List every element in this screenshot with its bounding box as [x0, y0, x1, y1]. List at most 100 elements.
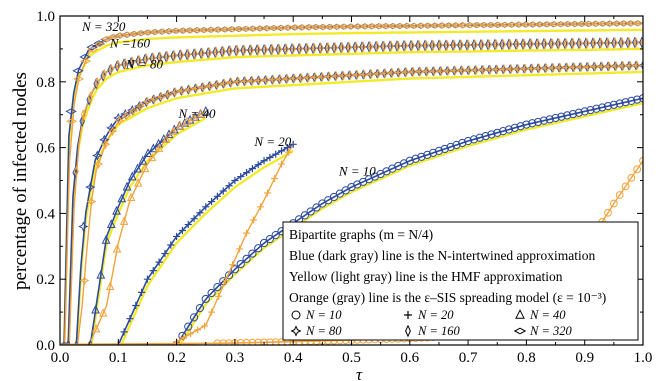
circle-marker [201, 294, 210, 304]
thin-diamond-marker [205, 46, 211, 59]
x-tick-label: 0.6 [400, 350, 419, 366]
thin-diamond-marker [128, 56, 134, 69]
thin-diamond-marker [240, 44, 246, 57]
circle-marker [638, 94, 643, 103]
star-marker [534, 63, 545, 74]
plus-marker [187, 330, 194, 338]
circle-marker [574, 108, 583, 117]
hmf-line [75, 70, 643, 345]
thin-diamond-marker [164, 50, 170, 63]
circle-marker [510, 123, 519, 132]
circle-marker [464, 136, 473, 146]
thin-diamond-marker [142, 53, 148, 66]
star-marker [170, 87, 181, 97]
star-marker [513, 63, 524, 74]
series-N80 [71, 60, 643, 345]
star-marker [331, 71, 342, 81]
star-marker [275, 74, 286, 85]
circle-marker [452, 140, 461, 150]
triangle-marker [105, 281, 115, 290]
thin-diamond-marker [101, 68, 107, 81]
thin-diamond-marker [527, 38, 533, 50]
thin-diamond-marker [450, 39, 456, 51]
circle-marker [633, 165, 642, 174]
star-marker [387, 67, 398, 78]
wide-diamond-marker [101, 36, 113, 42]
plus-marker [143, 275, 152, 283]
star-marker [233, 76, 244, 87]
curve-label: N = 20 [253, 134, 291, 149]
triangle-marker [138, 155, 148, 165]
circle-marker [516, 122, 525, 131]
thin-diamond-marker [626, 36, 632, 49]
thin-diamond-marker [163, 50, 169, 63]
plus-marker [266, 153, 274, 162]
curve-label: N =160 [109, 35, 151, 50]
plus-marker [190, 215, 198, 223]
thin-diamond-marker [472, 39, 478, 51]
plus-marker [231, 176, 239, 185]
triangle-marker [189, 112, 199, 122]
plus-marker [207, 197, 216, 206]
thin-diamond-marker [437, 39, 443, 51]
thin-diamond-marker [416, 39, 422, 52]
markers-N80 [71, 60, 643, 345]
circle-marker [627, 173, 636, 182]
thin-diamond-marker [591, 37, 597, 49]
star-marker [282, 73, 293, 84]
legend-marker-label: N = 40 [529, 308, 566, 322]
thin-diamond-marker [226, 45, 232, 57]
star-marker [618, 60, 629, 71]
thin-diamond-marker [528, 38, 534, 50]
plus-marker [196, 209, 204, 217]
markers-N40 [87, 105, 211, 345]
plus-marker [243, 229, 250, 237]
plus-marker [219, 187, 227, 195]
circle-marker [195, 304, 205, 313]
thin-diamond-marker [268, 43, 274, 56]
circle-marker [522, 120, 531, 129]
star-marker [86, 196, 97, 207]
thin-diamond-marker [611, 36, 617, 49]
circle-marker [609, 100, 618, 109]
circle-marker [557, 112, 566, 121]
triangle-marker [106, 219, 116, 228]
thin-diamond-marker [562, 37, 568, 50]
plus-marker [264, 189, 271, 197]
circle-marker [604, 208, 612, 217]
triangle-marker [148, 143, 158, 153]
star-marker [506, 64, 517, 74]
star-marker [401, 67, 412, 78]
triangle-marker [168, 126, 178, 136]
thin-diamond-marker [73, 165, 79, 177]
plus-marker [161, 249, 169, 258]
thin-diamond-marker [367, 41, 373, 53]
thin-diamond-marker [555, 37, 561, 50]
circle-marker [498, 127, 508, 136]
star-marker [128, 106, 139, 116]
thin-diamond-marker [374, 40, 380, 53]
triangle-marker [117, 193, 127, 203]
thin-diamond-marker [135, 55, 141, 67]
star-marker [93, 159, 104, 169]
thin-diamond-marker [423, 39, 429, 52]
star-marker [478, 64, 489, 75]
star-marker [492, 64, 503, 75]
star-marker [576, 62, 587, 73]
circle-marker [236, 259, 245, 269]
thin-diamond-marker [87, 91, 93, 103]
circle-marker [633, 95, 642, 104]
thin-diamond-marker [633, 36, 639, 49]
plus-marker [229, 261, 236, 269]
plus-marker [250, 216, 257, 224]
thin-diamond-marker [261, 43, 267, 56]
x-tick-label: 0.7 [459, 350, 478, 366]
thin-diamond-marker [520, 38, 526, 50]
legend-line: Yellow (light gray) line is the HMF appr… [289, 269, 563, 284]
triangle-marker [98, 308, 108, 317]
thin-diamond-marker [283, 43, 289, 55]
plus-marker [201, 322, 208, 330]
thin-diamond-marker [121, 58, 127, 70]
star-marker [121, 110, 132, 121]
thin-diamond-marker [149, 52, 155, 65]
